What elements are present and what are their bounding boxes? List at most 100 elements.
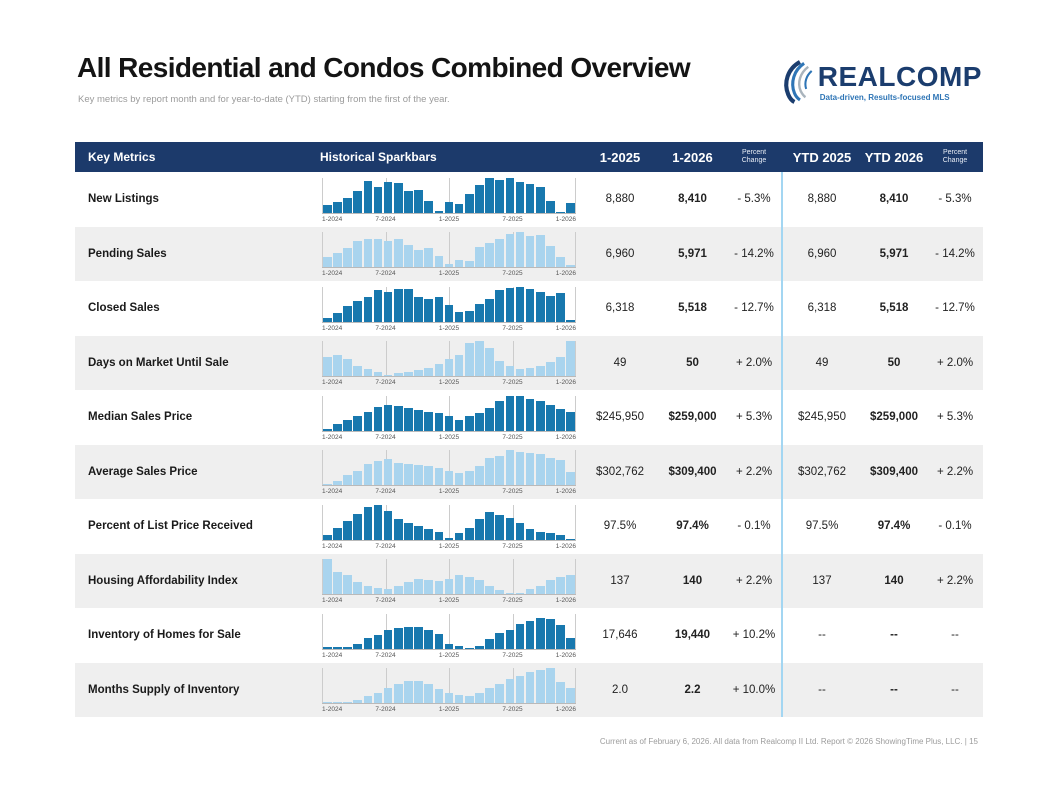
metric-label: New Listings — [88, 193, 159, 206]
sparkbar-gridline — [322, 341, 323, 377]
spark-bar — [525, 528, 535, 540]
spark-bar — [556, 256, 565, 268]
sparkbar-gridline — [449, 668, 450, 704]
sparkbar-chart: 1-2024 7-2024 1-2025 7-2025 1-2026 — [320, 284, 580, 333]
spark-bar — [464, 343, 474, 377]
ytd-divider-line — [781, 172, 783, 717]
value-jan-2026: 140 — [682, 574, 703, 587]
sparkbar-gridline — [449, 613, 450, 649]
value-ytd-2025: $302,762 — [798, 465, 846, 478]
value-jan-2026: 19,440 — [674, 629, 711, 642]
sparkbar-gridline — [449, 559, 450, 595]
sparkbar-tick-label: 1-2025 — [438, 379, 460, 387]
sparkbar-tick-label: 7-2025 — [502, 542, 523, 550]
value-jan-2025: 49 — [613, 356, 627, 369]
value-ytd-2025: 137 — [812, 574, 832, 587]
spark-bar — [556, 534, 565, 540]
spark-bar — [485, 348, 494, 377]
logo-tagline: Data-driven, Results-focused MLS — [819, 92, 950, 102]
spark-bar — [404, 191, 413, 213]
sparkbar-gridline — [449, 232, 450, 268]
spark-bar — [343, 419, 352, 431]
spark-bar — [333, 202, 342, 213]
spark-bar — [424, 529, 434, 540]
spark-bar — [556, 293, 565, 322]
spark-bar — [333, 423, 342, 431]
spark-bar — [444, 578, 454, 595]
spark-bar — [424, 629, 434, 649]
spark-bar — [485, 512, 494, 540]
sparkbar-gridline — [575, 613, 576, 649]
value-percent-change: - 5.3% — [737, 193, 771, 206]
spark-bar — [404, 289, 413, 322]
spark-bar — [464, 416, 474, 431]
spark-bar — [535, 365, 545, 377]
spark-bar — [393, 183, 403, 213]
spark-bar — [393, 238, 403, 268]
sparkbar-tick-label: 1-2026 — [555, 433, 576, 441]
value-jan-2025: 17,646 — [602, 629, 638, 642]
spark-bar — [434, 412, 444, 431]
value-ytd-2025: -- — [818, 683, 826, 696]
sparkbar-tick-label: 7-2024 — [375, 324, 396, 332]
spark-bar — [414, 578, 423, 595]
spark-bar — [475, 466, 484, 486]
spark-bar — [383, 589, 393, 595]
spark-bar — [363, 180, 373, 213]
value-ytd-percent-change: + 2.2% — [936, 574, 974, 587]
metric-label: Average Sales Price — [88, 465, 198, 478]
value-jan-2026: $259,000 — [668, 411, 717, 424]
value-ytd-2025: 8,880 — [807, 193, 837, 206]
spark-bar — [343, 475, 352, 486]
spark-bar — [444, 643, 454, 649]
table-row: Average Sales Price 1-2024 7-2024 1-2025 7-2… — [75, 444, 983, 499]
value-ytd-2026: 97.4% — [877, 520, 911, 533]
spark-bar — [535, 235, 545, 268]
spark-bar — [434, 297, 444, 322]
spark-bar — [505, 178, 515, 213]
spark-bar — [535, 454, 545, 486]
spark-bar — [393, 628, 403, 649]
sparkbar-chart: 1-2024 7-2024 1-2025 7-2025 1-2026 — [320, 665, 580, 714]
value-jan-2026: 2.2 — [684, 683, 701, 696]
sparkbar-tick-label: 1-2024 — [322, 270, 343, 278]
spark-bar — [383, 629, 393, 649]
spark-bar — [424, 200, 434, 213]
spark-bar — [525, 236, 535, 268]
value-ytd-2026: 5,518 — [879, 302, 909, 315]
table-row: Median Sales Price 1-2024 7-2024 1-2025 7-20… — [75, 390, 983, 445]
sparkbar-tick-label: 1-2024 — [322, 324, 343, 332]
spark-bar — [515, 452, 525, 486]
spark-bar — [363, 368, 373, 377]
metrics-table: Key Metrics Historical Sparkbars 1-2025 … — [75, 142, 983, 717]
sparkbar-gridline — [322, 450, 323, 486]
value-percent-change: + 2.2% — [735, 574, 773, 587]
value-jan-2026: 50 — [686, 356, 699, 369]
spark-bar — [414, 249, 423, 268]
spark-bar — [566, 575, 576, 595]
spark-bar — [525, 399, 535, 431]
sparkbar-gridline — [322, 395, 323, 431]
value-ytd-percent-change: + 5.3% — [936, 411, 974, 424]
table-row: Closed Sales 1-2024 7-2024 1-2025 7-2025 1-20… — [75, 281, 983, 336]
sparkbar-gridline — [385, 668, 387, 704]
value-jan-2025: 137 — [610, 574, 630, 587]
sparkbar-gridline — [322, 504, 323, 540]
value-percent-change: - 0.1% — [737, 520, 771, 533]
spark-bar — [434, 634, 444, 649]
spark-bar — [444, 538, 454, 540]
spark-bar — [414, 464, 423, 486]
sparkbar-tick-label: 1-2026 — [555, 215, 576, 223]
spark-bar — [454, 694, 464, 704]
spark-bar — [343, 647, 352, 649]
spark-bar — [495, 455, 505, 486]
spark-bar — [505, 287, 515, 322]
value-ytd-2026: -- — [890, 629, 898, 642]
table-row: Inventory of Homes for Sale 1-2024 7-2024 1… — [75, 608, 983, 663]
sparkbar-tick-label: 1-2026 — [555, 706, 576, 714]
sparkbar-tick-label: 1-2026 — [555, 597, 576, 605]
sparkbar-chart: 1-2024 7-2024 1-2025 7-2025 1-2026 — [320, 502, 580, 551]
spark-bar — [333, 702, 342, 704]
sparkbar-tick-label: 1-2026 — [555, 379, 576, 387]
spark-bar — [434, 211, 444, 213]
